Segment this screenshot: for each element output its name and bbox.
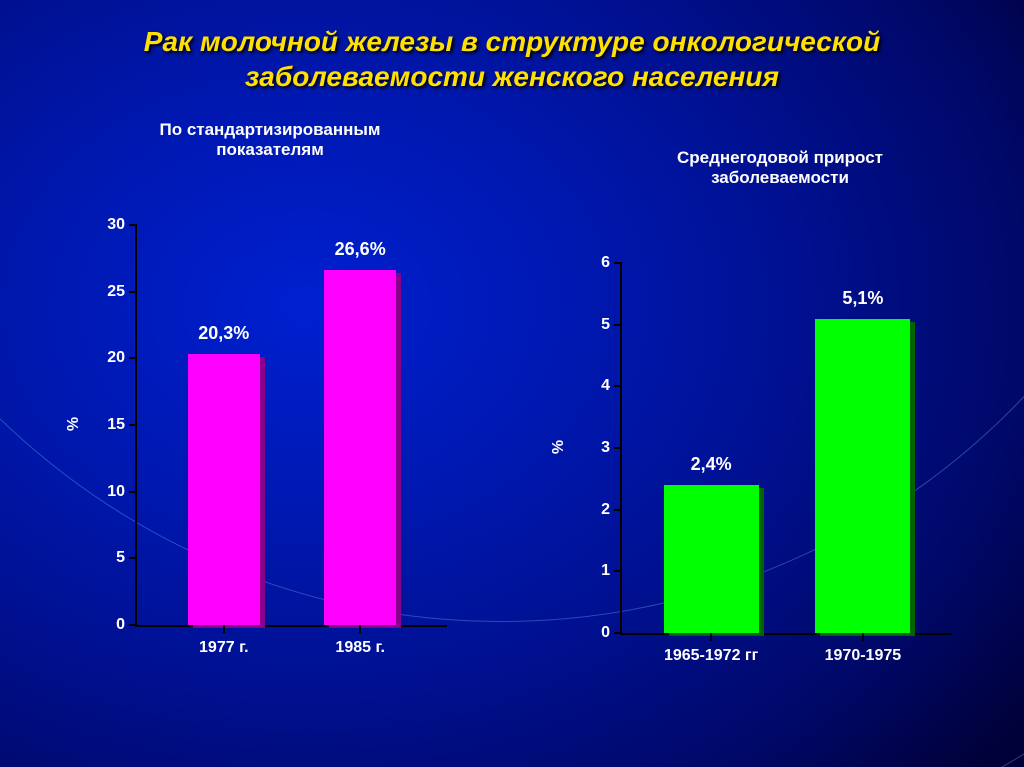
chart-right-bar [815,319,910,634]
chart-right-yticklabel: 4 [601,377,610,395]
subtitle-left-line-1: По стандартизированным [160,120,381,139]
chart-right-plot-area: 01234562,4%1965-1972 гг5,1%1970-1975 [620,263,952,635]
chart-left-yticklabel: 5 [116,549,125,567]
chart-left-yticklabel: 15 [107,416,125,434]
chart-right-bar [664,485,759,633]
title-line-1: Рак молочной железы в структуре онкологи… [144,26,880,57]
chart-left-ytick [129,224,137,226]
chart-left-xtick [359,625,361,633]
chart-left-bar-label: 20,3% [198,323,249,344]
chart-right-xtick [710,633,712,641]
chart-right-yticklabel: 0 [601,624,610,642]
subtitle-right-line-1: Среднегодовой прирост [677,148,883,167]
chart-left-xticklabel: 1977 г. [199,639,249,657]
subtitle-left-line-2: показателям [216,140,324,159]
title-line-2: заболеваемости женского населения [245,61,779,92]
chart-right-ytick [614,509,622,511]
chart-right-ytick [614,324,622,326]
chart-left-subtitle: По стандартизированным показателям [100,120,440,160]
chart-left-bar [324,270,396,625]
chart-right-ytick [614,262,622,264]
chart-right-ytick [614,447,622,449]
chart-right-bar-label: 2,4% [691,454,732,475]
chart-left-plot-area: 05101520253020,3%1977 г.26,6%1985 г. [135,225,447,627]
chart-right-xticklabel: 1965-1972 гг [664,647,758,665]
chart-right-bar-label: 5,1% [842,288,883,309]
chart-right-ytick [614,385,622,387]
chart-left-yticklabel: 25 [107,283,125,301]
chart-left-xticklabel: 1985 г. [335,639,385,657]
chart-right-yticklabel: 6 [601,254,610,272]
chart-left-yticklabel: 20 [107,349,125,367]
chart-left-ytick [129,357,137,359]
chart-left-ytick [129,557,137,559]
chart-left-bar [188,354,260,625]
chart-left-ytick [129,624,137,626]
chart-right-ytick [614,570,622,572]
chart-left-ylabel: % [65,417,83,431]
slide: Рак молочной железы в структуре онкологи… [0,0,1024,767]
chart-right-yticklabel: 5 [601,316,610,334]
chart-right-yticklabel: 1 [601,562,610,580]
chart-left-yticklabel: 0 [116,616,125,634]
chart-left-bar-label: 26,6% [335,239,386,260]
chart-right-xticklabel: 1970-1975 [825,647,902,665]
chart-left-yticklabel: 10 [107,483,125,501]
chart-left-ytick [129,491,137,493]
chart-right-yticklabel: 3 [601,439,610,457]
chart-right-ylabel: % [550,440,568,454]
chart-left-yticklabel: 30 [107,216,125,234]
chart-left-ytick [129,424,137,426]
subtitle-right-line-2: заболеваемости [711,168,849,187]
chart-right-ytick [614,632,622,634]
chart-left-xtick [223,625,225,633]
chart-right-subtitle: Среднегодовой прирост заболеваемости [590,148,970,188]
chart-right-yticklabel: 2 [601,501,610,519]
chart-left-ytick [129,291,137,293]
slide-title: Рак молочной железы в структуре онкологи… [0,24,1024,94]
chart-right-xtick [862,633,864,641]
